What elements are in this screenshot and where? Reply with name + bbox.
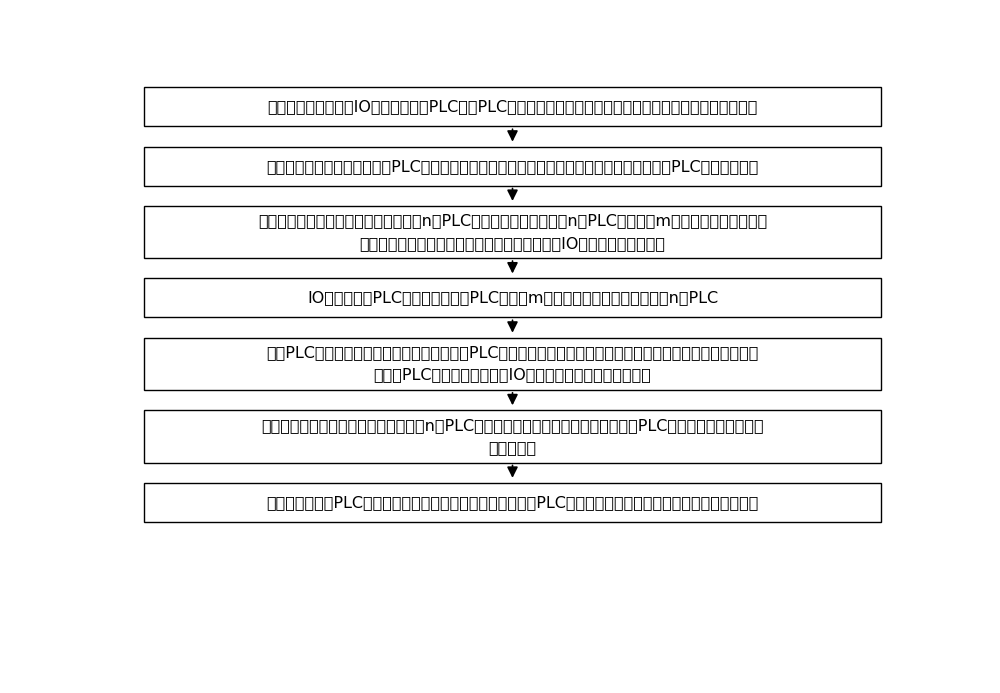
Text: 测试控制台对各PLC的状态进行实时监控，根据测试需求，对PLC编号、运行参数和测试用例编号进行实时修改: 测试控制台对各PLC的状态进行实时监控，根据测试需求，对PLC编号、运行参数和测… [266, 495, 759, 510]
Text: IO管理器根据PLC编号，启动相应PLC，并将m个测试用例编号发送至对应的n个PLC: IO管理器根据PLC编号，启动相应PLC，并将m个测试用例编号发送至对应的n个P… [307, 290, 718, 306]
Text: 搭建由测试控制台、IO管理器、测试PLC组、PLC远程控制网关、远程工程师站和串口切换器组成的测试平台: 搭建由测试控制台、IO管理器、测试PLC组、PLC远程控制网关、远程工程师站和串… [267, 99, 758, 114]
Text: 串口切换器根据串口通信通道参数，为n个PLC分别一一配置各自的串口通道，实现各PLC与所连接的被测试用例
之间的通信: 串口切换器根据串口通信通道参数，为n个PLC分别一一配置各自的串口通道，实现各P… [261, 418, 764, 455]
Bar [144, 483, 881, 522]
Bar [144, 337, 881, 390]
Bar [144, 87, 881, 126]
Bar [144, 410, 881, 462]
Bar [144, 147, 881, 186]
Bar [144, 279, 881, 317]
Text: 工程师通过远程工程师站编程PLC测试用例和设定运行参数，并将测试用例和运行参数发送至PLC远程控制网关: 工程师通过远程工程师站编程PLC测试用例和设定运行参数，并将测试用例和运行参数发… [266, 159, 759, 174]
Text: 测试控制台根据测试需要选择需启动的n个PLC编号，并对应选择要在n个PLC上运行的m个测试用例编号，输入
串口通信通道参数，然后将上述配置分别发送至IO管理器和: 测试控制台根据测试需要选择需启动的n个PLC编号，并对应选择要在n个PLC上运行… [258, 213, 767, 251]
Text: 每个PLC根据各自的测试用例编号，分别调用PLC远程控制网关中对应的测试用例运行，输出测试用例的结果，
同时将PLC的运行情况反馈至IO管理器，供测试控制平台调: 每个PLC根据各自的测试用例编号，分别调用PLC远程控制网关中对应的测试用例运行… [266, 345, 759, 383]
Bar [144, 206, 881, 258]
